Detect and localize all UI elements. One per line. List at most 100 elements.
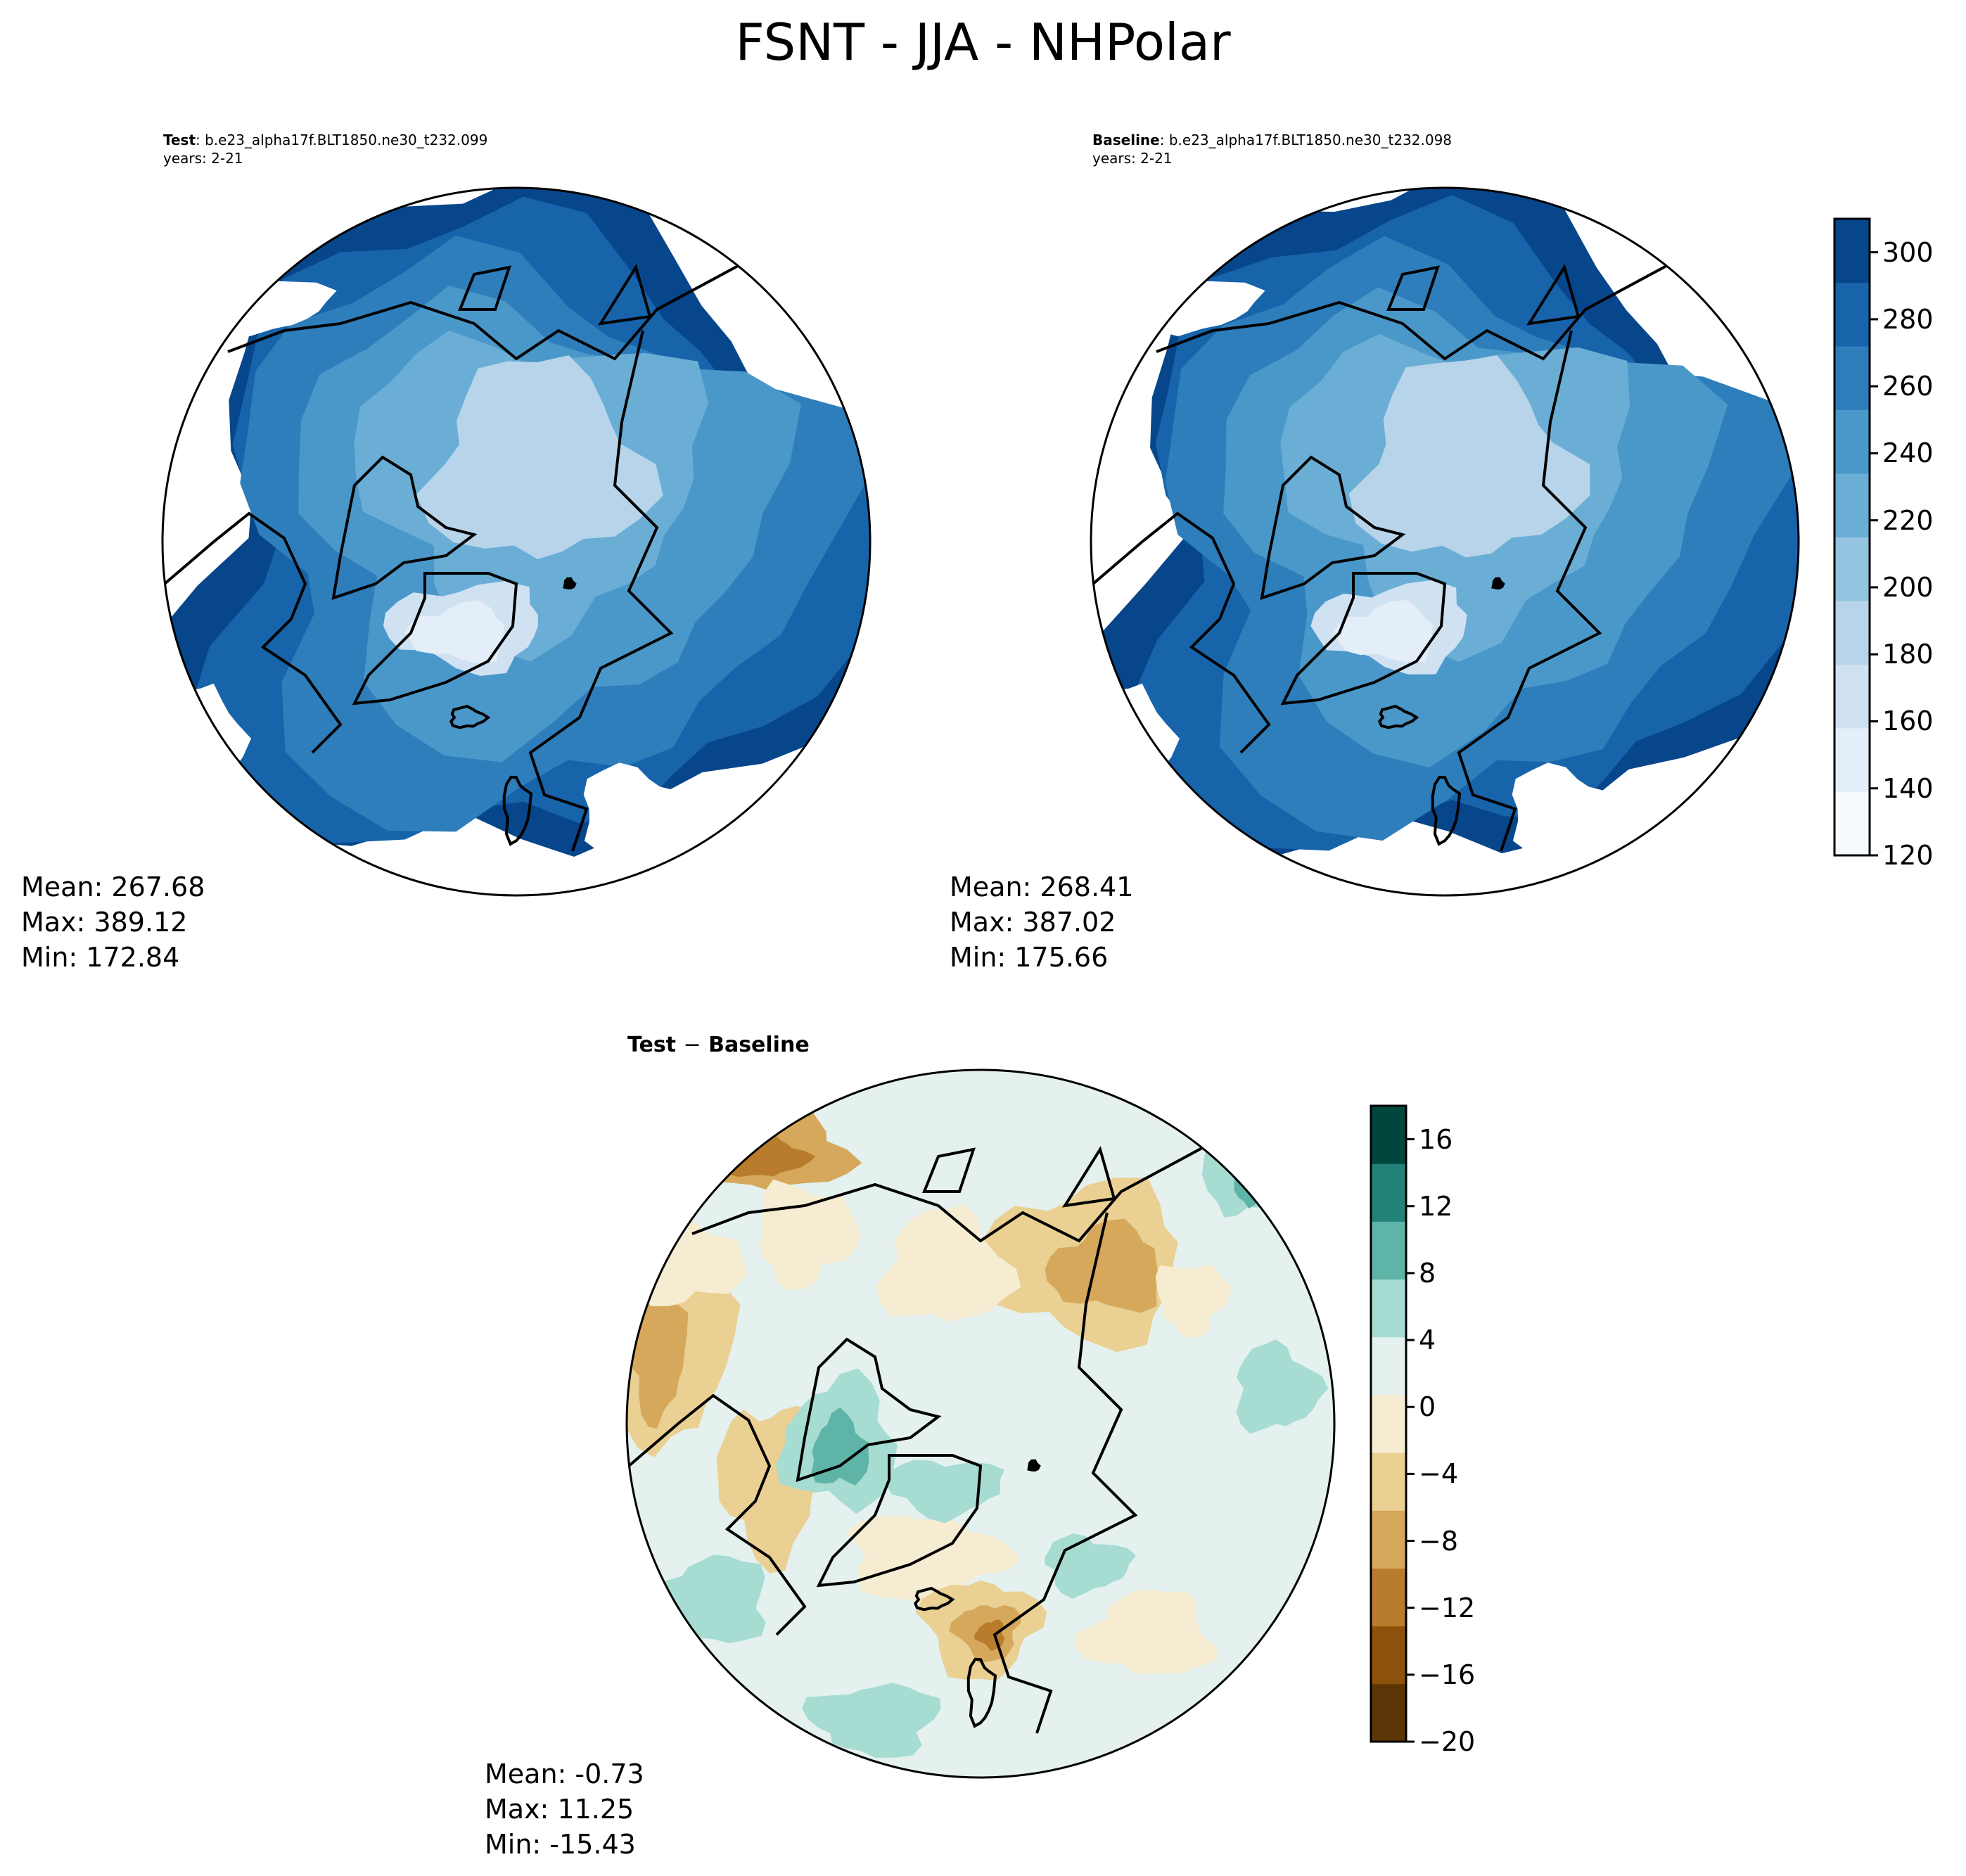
diff-colorbar-segment <box>1371 1106 1406 1164</box>
coastline-eurasia-north <box>691 1140 1249 1243</box>
no-data-region <box>583 762 688 853</box>
diff-colorbar-tick-label: 16 <box>1419 1123 1453 1155</box>
main-colorbar-tick-label: 120 <box>1882 840 1934 871</box>
main-colorbar-segment <box>1834 346 1870 410</box>
main-colorbar-tick-label: 300 <box>1882 236 1934 268</box>
coastline-iceland <box>449 704 491 729</box>
coastline-archipelago <box>331 455 478 600</box>
main-colorbar-segment <box>1834 473 1870 537</box>
main-colorbar-segment <box>1834 282 1870 347</box>
map-field <box>1091 188 1799 857</box>
coastline-scandinavia <box>1457 330 1602 852</box>
baseline-stats: Mean: 268.41 Max: 387.02 Min: 175.66 <box>950 869 1133 975</box>
coastline-scandinavia <box>528 330 674 852</box>
contour-band <box>1045 1218 1159 1313</box>
contour-band <box>628 1288 689 1429</box>
contour-band <box>416 355 663 559</box>
baseline-label: Baseline <box>1092 132 1160 148</box>
diff-colorbar-tick-label: −12 <box>1419 1592 1476 1623</box>
diff-colorbar-tick-label: 0 <box>1419 1391 1436 1423</box>
coastline-uk <box>1431 775 1462 846</box>
diff-colorbar-segment <box>1371 1453 1406 1511</box>
contour-band <box>1234 1130 1281 1209</box>
contour-band <box>404 600 505 664</box>
map-boundary <box>1090 186 1800 897</box>
main-colorbar-segment <box>1834 791 1870 856</box>
diff-colorbar <box>1370 1104 1415 1743</box>
main-colorbar-tick-label: 220 <box>1882 504 1934 536</box>
contour-band <box>1348 355 1590 558</box>
test-case-name: : b.e23_alpha17f.BLT1850.ne30_t232.099 <box>196 132 488 148</box>
coastline-svalbard <box>1027 1459 1041 1472</box>
main-colorbar <box>1833 217 1878 857</box>
diff-colorbar-tick-label: −16 <box>1419 1659 1476 1690</box>
main-colorbar-tick-label: 180 <box>1882 639 1934 670</box>
map-boundary <box>161 186 872 897</box>
diff-colorbar-tick-label: 8 <box>1419 1257 1436 1289</box>
diff-title-baseline: Baseline <box>708 1033 810 1057</box>
baseline-case-name: : b.e23_alpha17f.BLT1850.ne30_t232.098 <box>1159 132 1453 148</box>
coastline-peninsula <box>922 1147 976 1193</box>
diff-colorbar-segment <box>1371 1568 1406 1627</box>
test-stats: Mean: 267.68 Max: 389.12 Min: 172.84 <box>21 869 205 975</box>
baseline-map <box>1090 186 1800 897</box>
diff-colorbar-segment <box>1371 1221 1406 1280</box>
baseline-max: Max: 387.02 <box>950 907 1116 938</box>
coastline-uk <box>502 775 533 846</box>
diff-max: Max: 11.25 <box>485 1794 634 1825</box>
diff-min: Min: -15.43 <box>485 1829 636 1860</box>
contour-band <box>811 1407 869 1486</box>
test-years: years: 2-21 <box>163 150 243 167</box>
coastline-eurasia-north <box>1156 258 1713 361</box>
diff-title-minus: − <box>683 1033 701 1057</box>
diff-colorbar-segment <box>1371 1163 1406 1222</box>
coastline-kamchatka <box>1526 264 1581 326</box>
test-max: Max: 389.12 <box>21 907 188 938</box>
diff-colorbar-segment <box>1371 1510 1406 1569</box>
no-data-region <box>1512 762 1616 853</box>
coastline-north-america <box>163 511 343 754</box>
contour-band <box>1155 1264 1232 1339</box>
contour-band <box>845 1516 1021 1605</box>
coastline-iceland <box>913 1586 955 1612</box>
coastline-greenland <box>352 572 518 706</box>
coastline-svalbard <box>563 577 577 590</box>
figure-title: FSNT - JJA - NHPolar <box>735 13 1231 72</box>
coastline-iceland <box>1377 704 1419 729</box>
diff-mean: Mean: -0.73 <box>485 1759 644 1789</box>
coastline-greenland <box>816 1454 983 1588</box>
test-map <box>161 186 872 897</box>
test-mean: Mean: 267.68 <box>21 872 205 902</box>
main-colorbar-segment <box>1834 409 1870 474</box>
main-colorbar-segment <box>1834 219 1870 283</box>
contour-band <box>802 1683 941 1758</box>
diff-colorbar-segment <box>1371 1626 1406 1685</box>
diff-colorbar-tick-label: 4 <box>1419 1325 1436 1356</box>
coastline-svalbard <box>1491 577 1505 590</box>
main-colorbar-tick-label: 240 <box>1882 438 1934 469</box>
contour-band <box>887 1460 1004 1524</box>
main-colorbar-tick-label: 140 <box>1882 772 1934 804</box>
coastline-uk <box>966 1657 997 1728</box>
test-panel-title: Test: b.e23_alpha17f.BLT1850.ne30_t232.0… <box>163 131 487 167</box>
diff-colorbar-frame <box>1370 1104 1408 1743</box>
main-colorbar-segment <box>1834 601 1870 665</box>
coastline-north-america <box>627 1393 807 1636</box>
baseline-min: Min: 175.66 <box>950 942 1109 973</box>
diff-colorbar-segment <box>1371 1683 1406 1742</box>
map-boundary <box>625 1068 1336 1779</box>
main-colorbar-tick-label: 280 <box>1882 303 1934 335</box>
diff-colorbar-tick-label: −20 <box>1419 1726 1476 1757</box>
main-colorbar-frame <box>1833 217 1871 857</box>
coastline-peninsula <box>1386 265 1440 311</box>
map-field <box>162 188 870 857</box>
baseline-panel-title: Baseline: b.e23_alpha17f.BLT1850.ne30_t2… <box>1092 131 1452 167</box>
contour-band <box>1333 599 1434 663</box>
contour-band <box>1236 1339 1329 1434</box>
main-colorbar-tick-label: 160 <box>1882 706 1934 737</box>
test-min: Min: 172.84 <box>21 942 180 973</box>
diff-colorbar-segment <box>1371 1279 1406 1338</box>
main-colorbar-segment <box>1834 664 1870 729</box>
main-colorbar-tick-label: 200 <box>1882 571 1934 603</box>
baseline-mean: Mean: 268.41 <box>950 872 1134 902</box>
